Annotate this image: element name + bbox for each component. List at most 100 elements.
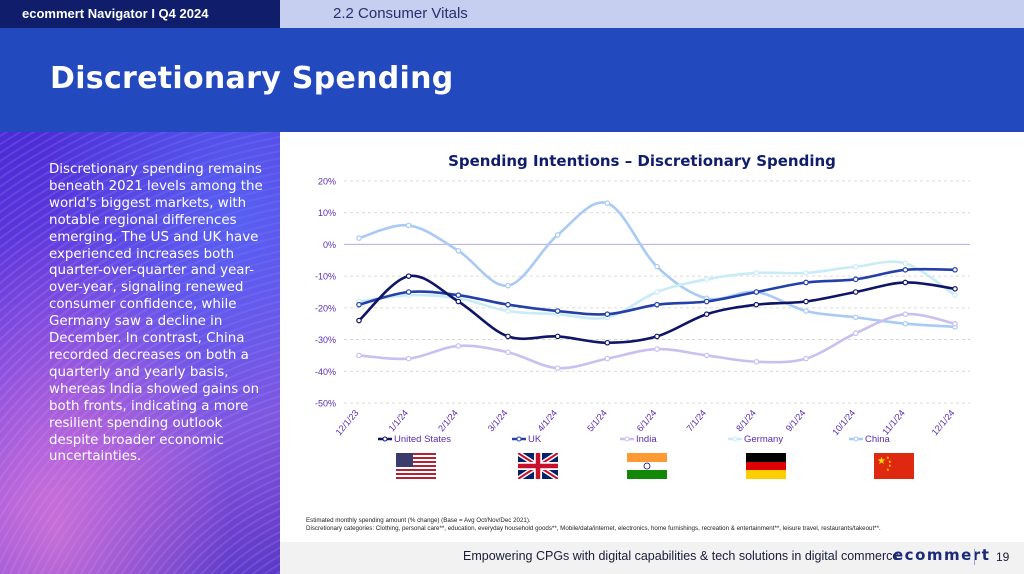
data-point-uk (505, 301, 511, 308)
brand-bar: ecommert Navigator I Q4 2024 (0, 0, 280, 28)
x-tick-label: 1/1/24 (386, 408, 410, 434)
svg-text:★: ★ (886, 455, 890, 460)
data-point-india (554, 365, 561, 371)
footer-bar (280, 542, 1024, 574)
data-point-germany (505, 308, 511, 314)
data-point-india (803, 355, 809, 362)
x-tick-label: 12/1/24 (930, 408, 957, 437)
data-point-united-states (753, 301, 760, 308)
data-point-germany (902, 260, 909, 267)
legend-marker-india (624, 436, 630, 442)
legend-marker-united-states (382, 436, 388, 442)
page-title: Discretionary Spending (50, 61, 454, 96)
data-point-uk (803, 279, 809, 286)
data-point-united-states (852, 289, 859, 295)
data-point-india (753, 358, 760, 365)
data-point-uk (405, 289, 412, 295)
legend-label-india: India (636, 434, 657, 445)
hero-banner: Discretionary Spending (0, 28, 1024, 132)
legend-label-united-states: United States (394, 434, 451, 445)
data-point-united-states (554, 333, 561, 340)
china-flag-icon: ★ ★ ★ ★ ★ (874, 453, 914, 479)
legend-marker-germany (732, 436, 738, 442)
data-point-india (703, 352, 710, 359)
footnote-categories: Discretionary categories: Clothing, pers… (306, 525, 881, 533)
series-line-united-states (358, 274, 956, 345)
x-tick-label: 6/1/24 (635, 408, 659, 434)
legend-label-germany: Germany (744, 434, 783, 445)
y-tick-label: -40% (315, 367, 336, 377)
x-tick-label: 9/1/24 (784, 408, 808, 434)
data-point-china (604, 200, 611, 207)
sidebar-panel: Discretionary spending remains beneath 2… (0, 132, 280, 574)
page-number: 19 (996, 550, 1010, 564)
us-flag-icon (396, 453, 436, 479)
data-point-india (902, 311, 909, 318)
data-point-uk (604, 311, 611, 318)
data-point-uk (753, 289, 760, 295)
data-point-india (356, 352, 362, 359)
svg-text:★: ★ (888, 459, 892, 464)
data-point-germany (852, 263, 859, 270)
data-point-germany (753, 270, 760, 276)
x-tick-label: 5/1/24 (585, 408, 609, 434)
data-point-germany (803, 270, 809, 276)
data-point-china (803, 308, 809, 314)
x-tick-label: 11/1/24 (880, 408, 907, 437)
footer-divider (974, 549, 975, 565)
data-point-united-states (952, 286, 958, 292)
data-point-india (405, 355, 412, 362)
y-tick-label: -10% (315, 272, 336, 282)
india-flag-icon (627, 453, 667, 479)
svg-text:★: ★ (877, 456, 886, 467)
data-point-china (505, 282, 511, 289)
data-point-united-states (604, 339, 611, 346)
chart-title: Spending Intentions – Discretionary Spen… (448, 152, 836, 170)
data-point-united-states (505, 333, 511, 340)
legend-label-uk: UK (528, 434, 542, 445)
x-tick-label: 3/1/24 (486, 408, 510, 434)
data-point-germany (703, 276, 710, 283)
ecommert-logo: ecommert (893, 546, 991, 564)
y-tick-label: 20% (318, 177, 336, 187)
data-point-china (356, 235, 362, 241)
data-point-china (455, 247, 462, 254)
data-point-uk (455, 292, 462, 298)
x-tick-label: 4/1/24 (535, 408, 559, 434)
x-tick-label: 2/1/24 (436, 408, 460, 434)
data-point-china (405, 222, 412, 229)
y-tick-label: -50% (315, 399, 336, 409)
data-point-united-states (703, 311, 710, 318)
y-tick-label: -20% (315, 303, 336, 313)
data-point-india (654, 346, 660, 352)
footnote-base: Estimated monthly spending amount (% cha… (306, 517, 531, 524)
data-point-india (455, 343, 462, 349)
data-point-uk (356, 301, 362, 308)
svg-text:★: ★ (886, 467, 890, 472)
data-point-germany (654, 289, 660, 295)
data-point-united-states (455, 298, 462, 305)
data-point-united-states (902, 279, 909, 286)
data-point-united-states (356, 317, 362, 324)
footer-tagline: Empowering CPGs with digital capabilitie… (463, 549, 900, 563)
data-point-china (654, 263, 660, 270)
line-chart: 20% 10% 0% -10% -20% -30% -40% -50%12/1/23 1/1/2… (315, 177, 970, 445)
data-point-uk (654, 301, 660, 308)
uk-flag-icon (518, 453, 558, 479)
germany-flag-icon (746, 453, 786, 479)
x-tick-label: 10/1/24 (830, 408, 857, 437)
data-point-uk (902, 267, 909, 273)
data-point-india (505, 349, 511, 356)
data-point-china (902, 320, 909, 327)
x-tick-label: 7/1/24 (684, 408, 708, 434)
data-point-india (952, 320, 958, 327)
x-tick-label: 12/1/23 (334, 408, 361, 437)
sidebar-text: Discretionary spending remains beneath 2… (49, 162, 263, 465)
y-tick-label: 0% (323, 240, 336, 250)
legend-marker-china (853, 436, 859, 442)
data-point-united-states (654, 333, 660, 340)
data-point-uk (554, 308, 561, 314)
data-point-china (852, 314, 859, 321)
data-point-india (852, 330, 859, 337)
data-point-china (554, 232, 561, 238)
